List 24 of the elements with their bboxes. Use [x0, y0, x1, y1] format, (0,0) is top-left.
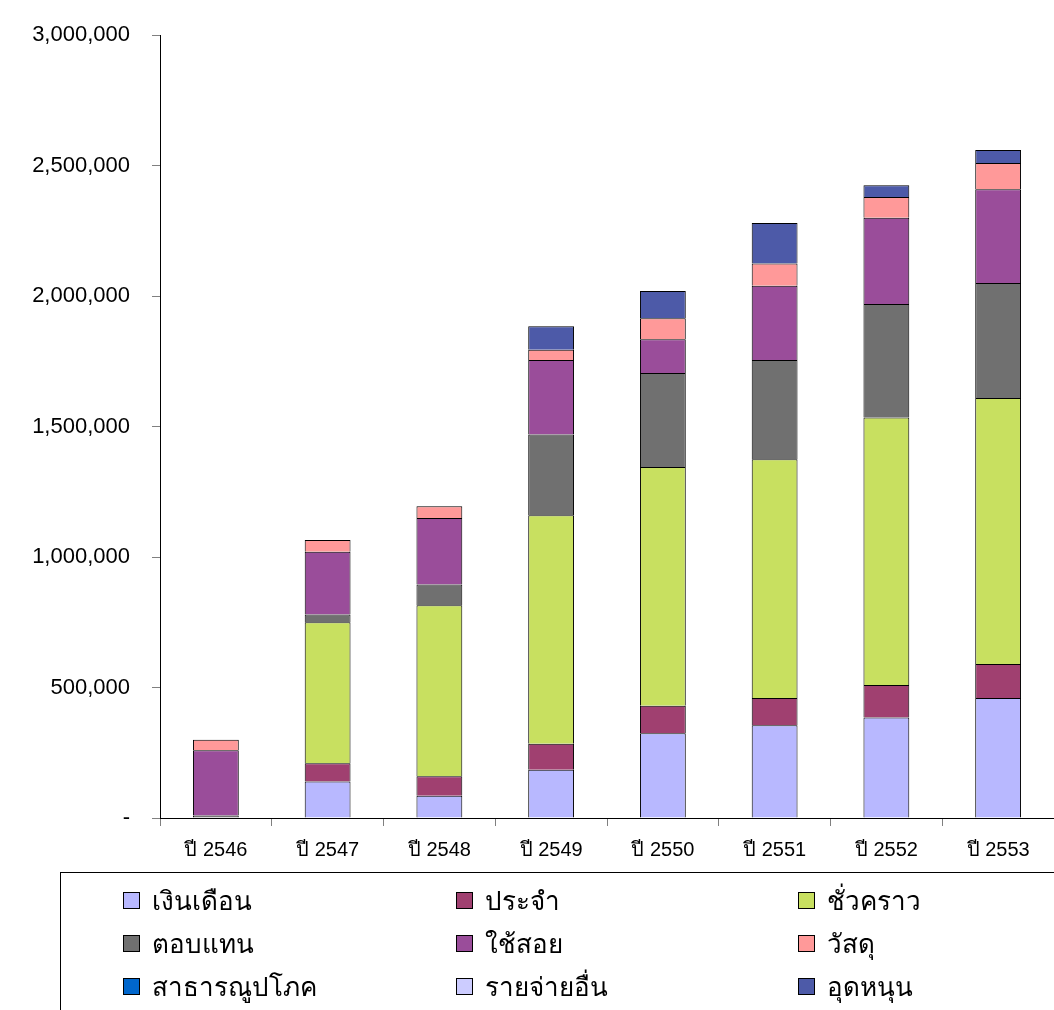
y-tick-label: 2,000,000: [32, 282, 130, 308]
legend-label: เงินเดือน: [152, 885, 252, 918]
legend-label: สาธารณูปโภค: [152, 971, 317, 1005]
legend-label: อุดหนุน: [827, 971, 913, 1005]
x-tick-label: ปี 2547: [296, 837, 360, 860]
legend-label: ตอบแทน: [152, 928, 254, 961]
legend-label: ชั่วคราว: [827, 882, 921, 918]
y-tick-label: -: [122, 804, 130, 830]
legend-label: รายจ่ายอื่น: [485, 968, 608, 1004]
y-tick-label: 500,000: [50, 673, 130, 699]
y-tick-label: 3,000,000: [32, 21, 130, 47]
x-tick-label: ปี 2551: [743, 837, 807, 860]
x-tick-label: ปี 2546: [184, 837, 248, 860]
legend-label: ใช้สอย: [485, 928, 563, 961]
legend-label: ประจำ: [485, 885, 560, 918]
legend-label: วัสดุ: [827, 928, 875, 962]
x-tick-label: ปี 2553: [966, 837, 1030, 860]
x-tick-label: ปี 2548: [407, 837, 471, 860]
x-tick-label: ปี 2552: [854, 837, 918, 860]
y-tick-label: 1,000,000: [32, 543, 130, 569]
y-tick-label: 1,500,000: [32, 412, 130, 438]
x-tick-label: ปี 2549: [519, 837, 583, 860]
x-tick-label: ปี 2550: [631, 837, 695, 860]
y-tick-label: 2,500,000: [32, 151, 130, 177]
